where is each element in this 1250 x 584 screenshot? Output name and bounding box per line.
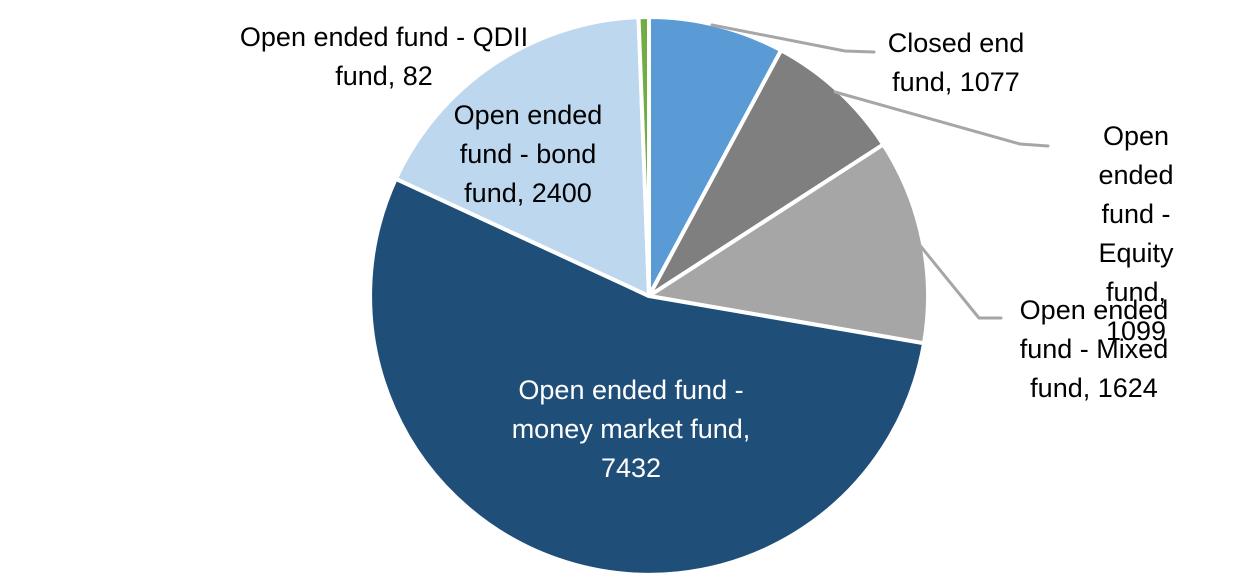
leader-line-equity-fund [833,90,1050,148]
pie-slice-equity[interactable] [647,48,886,298]
data-label-qdii-fund: Open ended fund - QDII fund, 82 [239,22,529,91]
pie-slices [368,15,930,577]
leader-line-mixed-fund [916,241,1003,320]
data-label-closed-end-fund: Closed end fund, 1077 [887,28,1025,97]
pie-slice-money-market[interactable] [368,176,926,577]
leader-line-closed-end-fund [710,23,876,54]
pie-slice-mixed[interactable] [647,142,930,346]
pie-slice-qdii[interactable] [636,15,651,298]
leader-lines [710,23,1050,320]
data-label-money-market-fund: Open ended fund - money market fund, 743… [511,375,751,483]
data-label-bond-fund: Open ended fund - bond fund, 2400 [453,100,603,208]
data-label-mixed-fund: Open ended fund - Mixed fund, 1624 [1019,295,1169,403]
pie-slice-bond[interactable] [393,15,651,298]
data-label-equity-fund: Open ended fund - Equity fund, 1099 [1098,121,1174,346]
